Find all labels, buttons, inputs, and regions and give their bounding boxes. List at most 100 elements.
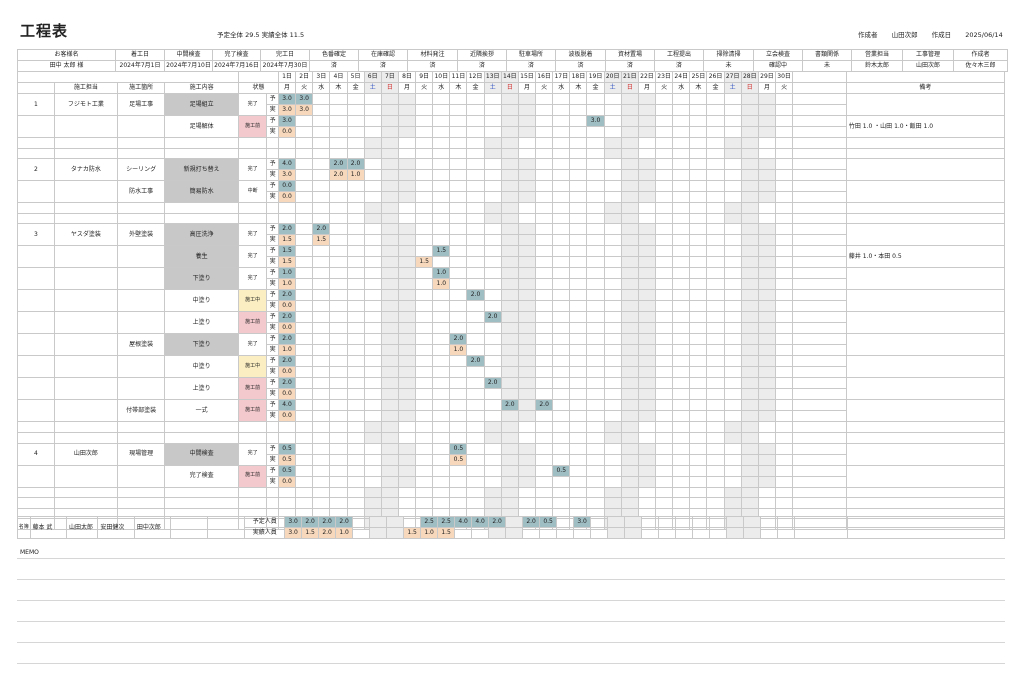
- plan-cell[interactable]: [620, 158, 639, 171]
- plan-cell[interactable]: [723, 377, 742, 390]
- actual-cell[interactable]: [483, 344, 502, 357]
- actual-cell[interactable]: [500, 126, 519, 138]
- schedule-cell[interactable]: [517, 497, 537, 509]
- actual-cell[interactable]: [432, 475, 451, 488]
- plan-cell[interactable]: [569, 93, 588, 105]
- plan-cell[interactable]: [775, 223, 794, 236]
- actual-cell[interactable]: [363, 169, 382, 182]
- actual-cell[interactable]: [500, 366, 519, 379]
- plan-cell[interactable]: [295, 289, 314, 302]
- actual-cell[interactable]: [620, 191, 639, 204]
- plan-cell[interactable]: [380, 464, 399, 477]
- plan-cell[interactable]: [312, 442, 331, 455]
- schedule-cell[interactable]: [637, 497, 657, 509]
- plan-cell[interactable]: [723, 311, 742, 324]
- actual-cell[interactable]: [397, 300, 417, 313]
- plan-cell[interactable]: [637, 442, 657, 455]
- plan-cell[interactable]: 1.5: [432, 245, 451, 258]
- actual-cell[interactable]: [723, 344, 742, 357]
- actual-cell[interactable]: [500, 278, 519, 291]
- plan-cell[interactable]: [415, 289, 434, 302]
- row-task[interactable]: 上塗り: [164, 377, 239, 401]
- actual-cell[interactable]: [312, 169, 331, 182]
- actual-cell[interactable]: [329, 322, 348, 335]
- plan-cell[interactable]: [689, 464, 708, 477]
- actual-cell[interactable]: [723, 475, 742, 488]
- actual-cell[interactable]: [792, 126, 847, 138]
- actual-cell[interactable]: [466, 453, 485, 466]
- actual-cell[interactable]: [397, 278, 417, 291]
- actual-cell[interactable]: [397, 366, 417, 379]
- actual-cell[interactable]: [346, 234, 365, 247]
- schedule-cell[interactable]: [586, 497, 605, 509]
- plan-cell[interactable]: [415, 311, 434, 324]
- actual-cell[interactable]: [363, 453, 382, 466]
- plan-cell[interactable]: [672, 289, 691, 302]
- row-task[interactable]: 新規打ち替え: [164, 158, 239, 182]
- plan-cell[interactable]: [312, 180, 331, 193]
- actual-cell[interactable]: [500, 300, 519, 313]
- actual-cell[interactable]: [312, 322, 331, 335]
- plan-cell[interactable]: [415, 93, 434, 105]
- schedule-cell[interactable]: [449, 431, 468, 444]
- plan-cell[interactable]: [672, 158, 691, 171]
- plan-cell[interactable]: [689, 442, 708, 455]
- actual-cell[interactable]: [757, 169, 777, 182]
- plan-cell[interactable]: [586, 245, 605, 258]
- schedule-cell[interactable]: [483, 431, 502, 444]
- actual-cell[interactable]: [466, 234, 485, 247]
- plan-cell[interactable]: [723, 355, 742, 368]
- schedule-cell[interactable]: [397, 421, 417, 433]
- actual-cell[interactable]: [655, 388, 674, 401]
- actual-cell[interactable]: [757, 366, 777, 379]
- actual-cell[interactable]: [775, 300, 794, 313]
- plan-cell[interactable]: [637, 464, 657, 477]
- row-task[interactable]: 養生: [164, 245, 239, 269]
- actual-cell[interactable]: [380, 278, 399, 291]
- roster-name[interactable]: 安田健次: [97, 516, 135, 539]
- plan-cell[interactable]: [535, 289, 554, 302]
- plan-cell[interactable]: [792, 399, 847, 412]
- plan-cell[interactable]: [792, 180, 847, 193]
- actual-cell[interactable]: [312, 256, 331, 269]
- actual-cell[interactable]: [295, 191, 314, 204]
- schedule-cell[interactable]: [775, 497, 794, 509]
- actual-cell[interactable]: [637, 104, 657, 116]
- plan-cell[interactable]: [689, 158, 708, 171]
- actual-cell[interactable]: [466, 388, 485, 401]
- schedule-cell[interactable]: [723, 497, 742, 509]
- schedule-cell[interactable]: [723, 421, 742, 433]
- actual-cell[interactable]: [483, 366, 502, 379]
- actual-cell[interactable]: [483, 410, 502, 423]
- schedule-cell[interactable]: [329, 486, 348, 499]
- actual-cell[interactable]: [655, 104, 674, 116]
- actual-cell[interactable]: [500, 169, 519, 182]
- plan-cell[interactable]: [723, 267, 742, 280]
- actual-cell[interactable]: [432, 344, 451, 357]
- plan-cell[interactable]: [500, 355, 519, 368]
- plan-cell[interactable]: [620, 223, 639, 236]
- actual-cell[interactable]: [792, 104, 847, 116]
- plan-cell[interactable]: 3.0: [586, 115, 605, 127]
- plan-cell[interactable]: [655, 399, 674, 412]
- plan-cell[interactable]: [569, 158, 588, 171]
- plan-cell[interactable]: [380, 311, 399, 324]
- schedule-cell[interactable]: [500, 202, 519, 214]
- actual-cell[interactable]: [775, 344, 794, 357]
- plan-cell[interactable]: [637, 333, 657, 346]
- plan-cell[interactable]: [432, 399, 451, 412]
- plan-cell[interactable]: [466, 223, 485, 236]
- plan-cell[interactable]: [792, 355, 847, 368]
- actual-cell[interactable]: [757, 278, 777, 291]
- plan-cell[interactable]: [723, 464, 742, 477]
- schedule-cell[interactable]: [312, 431, 331, 444]
- actual-cell[interactable]: [723, 234, 742, 247]
- actual-cell[interactable]: [415, 366, 434, 379]
- actual-cell[interactable]: 2.0: [329, 169, 348, 182]
- schedule-cell[interactable]: [295, 137, 314, 149]
- actual-cell[interactable]: [569, 191, 588, 204]
- actual-cell[interactable]: [535, 388, 554, 401]
- actual-cell[interactable]: [397, 256, 417, 269]
- actual-cell[interactable]: [792, 344, 847, 357]
- row-status-badge[interactable]: 完了: [237, 158, 268, 182]
